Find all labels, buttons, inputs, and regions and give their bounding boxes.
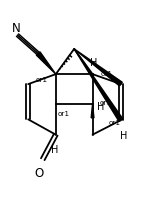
Text: N: N (12, 21, 21, 34)
Polygon shape (91, 104, 94, 118)
Text: or1: or1 (101, 70, 113, 76)
Polygon shape (74, 50, 122, 87)
Text: H: H (90, 58, 97, 68)
Text: or1: or1 (35, 76, 47, 82)
Polygon shape (36, 53, 56, 75)
Text: or1: or1 (100, 100, 111, 106)
Text: H: H (120, 130, 128, 140)
Text: or1: or1 (108, 119, 120, 125)
Text: O: O (34, 166, 44, 179)
Polygon shape (74, 50, 123, 122)
Text: or1: or1 (57, 111, 69, 117)
Text: H: H (51, 144, 58, 154)
Text: H: H (98, 102, 105, 112)
